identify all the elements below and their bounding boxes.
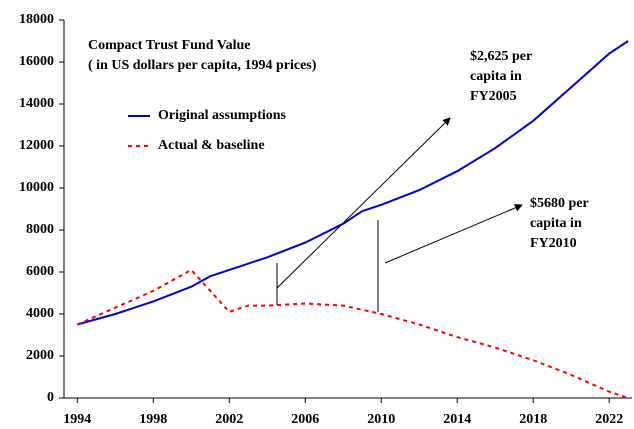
y-tick-label: 4000: [26, 306, 54, 321]
y-tick-label: 12000: [19, 138, 54, 153]
y-tick-label: 16000: [19, 54, 54, 69]
y-tick-label: 2000: [26, 348, 54, 363]
chart-subtitle: ( in US dollars per capita, 1994 prices): [88, 58, 317, 73]
annotation: FY2005: [470, 89, 517, 104]
legend-label: Original assumptions: [158, 108, 287, 123]
y-tick-label: 18000: [19, 12, 54, 27]
x-tick-label: 1998: [139, 412, 167, 427]
annotation: FY2010: [530, 236, 577, 251]
y-tick-label: 14000: [19, 96, 54, 111]
y-tick-label: 0: [47, 390, 54, 405]
series-line: [77, 40, 629, 326]
x-tick-label: 2010: [367, 412, 395, 427]
annotation: capita in: [470, 69, 522, 84]
annotation: $5680 per: [530, 196, 589, 211]
legend-label: Actual & baseline: [158, 138, 265, 153]
x-tick-label: 2022: [595, 412, 623, 427]
y-tick-label: 10000: [19, 180, 54, 195]
x-tick-label: 2018: [519, 412, 547, 427]
annotation: capita in: [530, 216, 582, 231]
annotation: $2,625 per: [470, 49, 532, 64]
x-tick-label: 2014: [443, 412, 471, 427]
arrow: [276, 117, 451, 289]
arrow: [384, 204, 523, 264]
x-tick-label: 2006: [291, 412, 319, 427]
x-tick-label: 2002: [215, 412, 243, 427]
y-tick-label: 8000: [26, 222, 54, 237]
series-line: [76, 268, 629, 399]
x-tick-label: 1994: [63, 412, 91, 427]
y-tick-label: 6000: [26, 264, 54, 279]
chart-title: Compact Trust Fund Value: [88, 38, 250, 53]
